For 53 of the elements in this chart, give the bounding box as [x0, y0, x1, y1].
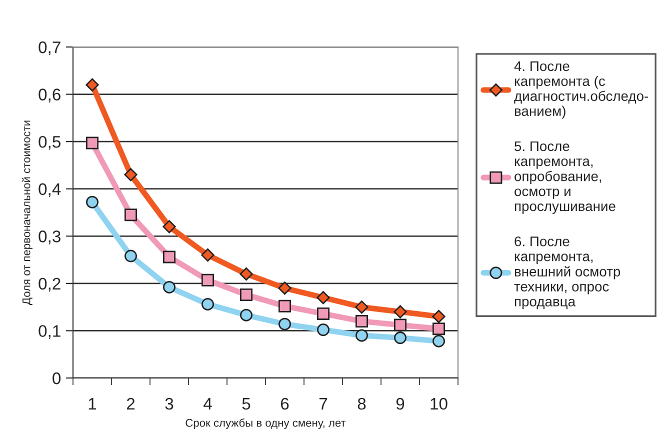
point: [163, 280, 176, 294]
point: [356, 315, 368, 328]
point: [432, 322, 445, 336]
x-tick-label: 3: [165, 398, 174, 410]
x-tick-label: 10: [430, 398, 448, 410]
point: [201, 248, 214, 262]
point: [202, 274, 214, 286]
point: [202, 298, 214, 310]
y-tick-label: 0,3: [38, 230, 60, 244]
y-tick-label: 0,4: [38, 183, 61, 198]
point: [240, 288, 252, 302]
point: [316, 291, 330, 304]
x-tick-label: 8: [358, 398, 366, 410]
point: [432, 310, 446, 324]
y-tick-label: 0,2: [38, 278, 60, 292]
x-tick-label: 7: [319, 398, 328, 410]
y-tick-label: 0,7: [38, 41, 60, 56]
legend-label: 4. После капремонта (с диагностич.обследо- ванием): [514, 61, 648, 119]
x-tick-label: 6: [280, 398, 289, 410]
x-tick-label: 9: [396, 398, 404, 410]
point: [86, 136, 98, 150]
point: [86, 78, 99, 92]
y-tick-label: 0: [52, 372, 61, 384]
legend-label: 6. После капремонта, внешний осмотр техники, опрос продавца: [514, 236, 620, 310]
point: [356, 329, 368, 342]
y-axis-title: Доля от первоначальной стоимости: [22, 120, 32, 305]
legend-label: 5. После капремонта, опробование, осмотр и прослушивание: [514, 141, 616, 214]
x-tick-label: 4: [204, 398, 212, 410]
point: [278, 300, 291, 312]
x-tick-label: 1: [88, 398, 96, 410]
point: [278, 318, 291, 330]
point: [278, 282, 292, 295]
point: [240, 308, 252, 322]
point: [240, 267, 253, 281]
point: [317, 307, 330, 320]
point: [124, 168, 138, 182]
x-tick-label: 2: [126, 398, 135, 410]
x-tick-label: 5: [242, 398, 250, 410]
point: [163, 250, 176, 264]
point: [394, 318, 406, 332]
point: [162, 220, 176, 234]
point: [124, 208, 137, 222]
y-tick-label: 0,5: [38, 136, 60, 150]
y-tick-label: 0,6: [38, 88, 60, 102]
point: [394, 305, 407, 318]
point: [317, 324, 330, 336]
point: [394, 332, 406, 344]
point: [355, 300, 368, 314]
x-axis-title: Срок службы в одну смену, лет: [186, 418, 346, 429]
y-tick-label: 0,1: [38, 325, 60, 339]
point: [124, 250, 137, 262]
point: [86, 196, 98, 208]
point: [432, 334, 445, 348]
